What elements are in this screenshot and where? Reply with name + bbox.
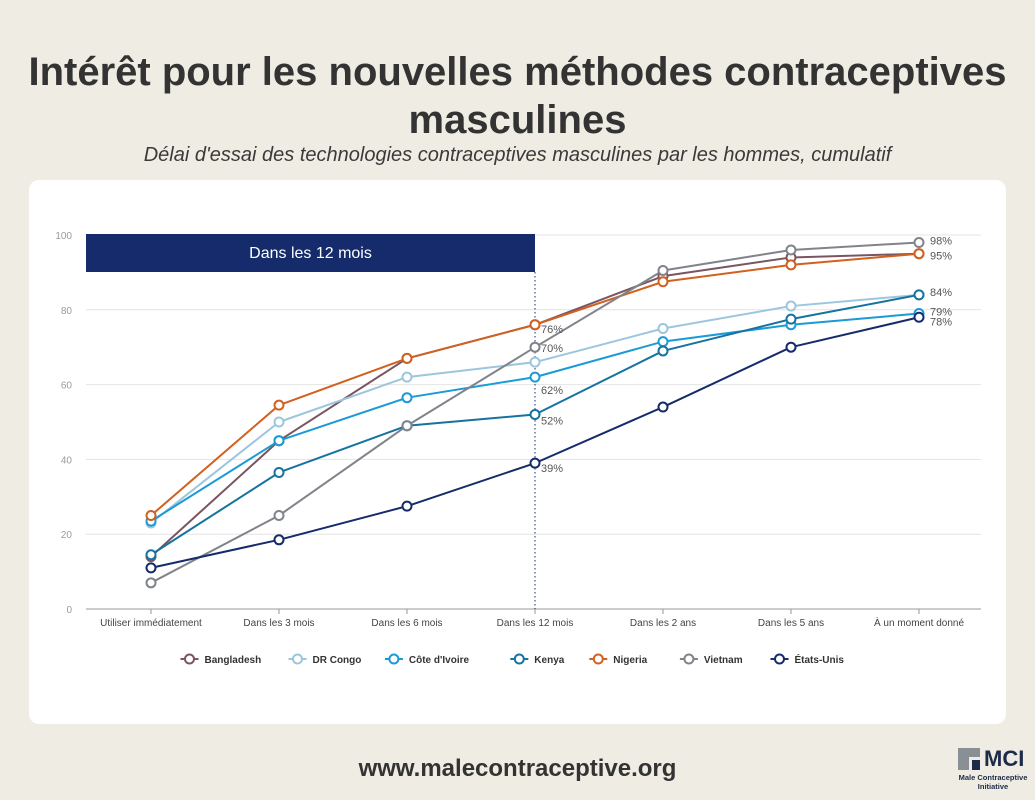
data-point-Côte d'Ivoire-2 bbox=[401, 392, 413, 404]
data-point-Vietnam-1 bbox=[273, 510, 285, 521]
chart-card: 0 20 40 60 80 100 Utiliser immédiatement Dans l… bbox=[29, 180, 1006, 724]
y-tick-label-100: 100 bbox=[55, 231, 72, 242]
line-chart: 0 20 40 60 80 100 Utiliser immédiatement Dans l… bbox=[55, 231, 981, 666]
legend-marker-Nigeria bbox=[592, 653, 604, 665]
mci-logo-abbr: MCI bbox=[984, 746, 1025, 771]
data-point-Vietnam-2 bbox=[401, 420, 413, 432]
mci-logo: MCI Male Contraceptive Initiative bbox=[958, 746, 1028, 794]
data-point-DR Congo-5 bbox=[785, 300, 797, 312]
chart-title-line1: Intérêt pour les nouvelles méthodes cont… bbox=[28, 50, 1007, 94]
series-line-États-Unis bbox=[150, 316, 920, 569]
data-point-États-Unis-3 bbox=[529, 457, 541, 469]
x-tick-label-2: Dans les 6 mois bbox=[371, 618, 442, 629]
data-label-Kenya-3: 52% bbox=[541, 416, 563, 428]
data-label-Vietnam-6: 98% bbox=[930, 235, 952, 247]
data-point-Kenya-5 bbox=[785, 313, 797, 325]
legend-marker-Bangladesh bbox=[184, 653, 195, 665]
data-point-Kenya-3 bbox=[529, 409, 541, 421]
data-point-DR Congo-3 bbox=[529, 356, 541, 368]
data-point-Vietnam-3 bbox=[529, 341, 541, 353]
x-tick-label-1: Dans les 3 mois bbox=[243, 618, 314, 629]
chart-subtitle: Délai d'essai des technologies contracep… bbox=[143, 144, 892, 166]
legend-marker-Côte d'Ivoire bbox=[388, 653, 400, 665]
data-point-États-Unis-1 bbox=[273, 534, 285, 546]
legend-marker-Vietnam bbox=[683, 653, 695, 665]
chart-title: Intérêt pour les nouvelles méthodes cont… bbox=[0, 48, 1035, 144]
annotation-band bbox=[86, 234, 535, 272]
annotation-band-label: Dans les 12 mois bbox=[249, 245, 372, 262]
x-tick-label-0: Utiliser immédiatement bbox=[100, 618, 202, 629]
data-point-DR Congo-1 bbox=[273, 416, 285, 428]
y-tick-label-80: 80 bbox=[61, 306, 73, 317]
x-tick-label-6: À un moment donné bbox=[874, 616, 964, 629]
mci-logo-icon bbox=[958, 748, 980, 770]
website-url[interactable]: www.malecontraceptive.org bbox=[358, 755, 677, 782]
data-point-Nigeria-1 bbox=[273, 399, 285, 411]
data-point-Vietnam-4 bbox=[657, 265, 669, 277]
data-point-Nigeria-0 bbox=[145, 510, 157, 521]
data-point-Kenya-1 bbox=[273, 466, 285, 478]
legend-label-Côte d'Ivoire: Côte d'Ivoire bbox=[409, 655, 470, 666]
chart-title-line2: masculines bbox=[408, 98, 627, 142]
y-tick-label-0: 0 bbox=[66, 605, 72, 616]
data-point-Kenya-0 bbox=[145, 549, 157, 561]
data-point-Vietnam-6 bbox=[913, 236, 925, 248]
data-point-Côte d'Ivoire-1 bbox=[273, 435, 285, 447]
data-point-États-Unis-4 bbox=[657, 401, 669, 413]
x-tick-label-3: Dans les 12 mois bbox=[497, 618, 574, 629]
legend-label-Nigeria: Nigeria bbox=[613, 655, 647, 666]
data-label-États-Unis-6: 78% bbox=[930, 316, 952, 328]
data-point-Nigeria-6 bbox=[913, 248, 925, 260]
mci-logo-name: Male Contraceptive Initiative bbox=[954, 773, 1032, 791]
x-tick-label-5: Dans les 5 ans bbox=[758, 618, 824, 629]
legend-label-DR Congo: DR Congo bbox=[313, 655, 362, 666]
data-point-Kenya-4 bbox=[657, 345, 669, 357]
legend-marker-États-Unis bbox=[774, 653, 785, 665]
data-point-Côte d'Ivoire-4 bbox=[657, 336, 669, 348]
data-label-Côte d'Ivoire-3: 62% bbox=[541, 385, 563, 397]
data-label-Nigeria-6: 95% bbox=[930, 251, 952, 263]
data-point-Kenya-6 bbox=[913, 289, 925, 301]
y-tick-label-60: 60 bbox=[61, 381, 73, 392]
mci-logo-name-line1: Male Contraceptive bbox=[958, 773, 1028, 782]
data-point-Vietnam-0 bbox=[145, 577, 157, 589]
legend-label-États-Unis: États-Unis bbox=[795, 653, 845, 666]
data-point-États-Unis-2 bbox=[401, 500, 413, 512]
data-point-États-Unis-0 bbox=[145, 562, 157, 574]
data-label-Vietnam-3: 70% bbox=[541, 343, 563, 355]
data-point-Côte d'Ivoire-3 bbox=[529, 371, 541, 383]
legend-marker-Kenya bbox=[513, 653, 525, 665]
y-tick-label-20: 20 bbox=[61, 530, 73, 541]
x-tick-label-4: Dans les 2 ans bbox=[630, 618, 696, 629]
data-point-États-Unis-6 bbox=[913, 311, 925, 323]
mci-logo-name-line2: Initiative bbox=[977, 782, 1009, 791]
y-tick-label-40: 40 bbox=[61, 455, 73, 466]
data-point-Nigeria-3 bbox=[529, 319, 541, 331]
data-point-Vietnam-5 bbox=[785, 244, 797, 256]
legend-label-Vietnam: Vietnam bbox=[704, 655, 743, 666]
data-point-DR Congo-2 bbox=[401, 371, 413, 383]
data-point-Nigeria-2 bbox=[401, 352, 413, 364]
legend-label-Kenya: Kenya bbox=[534, 655, 564, 666]
legend-marker-DR Congo bbox=[292, 653, 303, 665]
data-point-DR Congo-4 bbox=[657, 323, 669, 334]
data-point-Nigeria-4 bbox=[657, 276, 669, 288]
data-label-Nigeria-3: 76% bbox=[541, 324, 563, 336]
data-point-États-Unis-5 bbox=[785, 341, 797, 353]
legend-label-Bangladesh: Bangladesh bbox=[205, 655, 262, 666]
data-label-États-Unis-3: 39% bbox=[541, 463, 563, 475]
data-label-Côte d'Ivoire-6: 79% bbox=[930, 307, 952, 319]
data-point-Nigeria-5 bbox=[785, 259, 797, 271]
data-label-Kenya-6: 84% bbox=[930, 287, 952, 299]
